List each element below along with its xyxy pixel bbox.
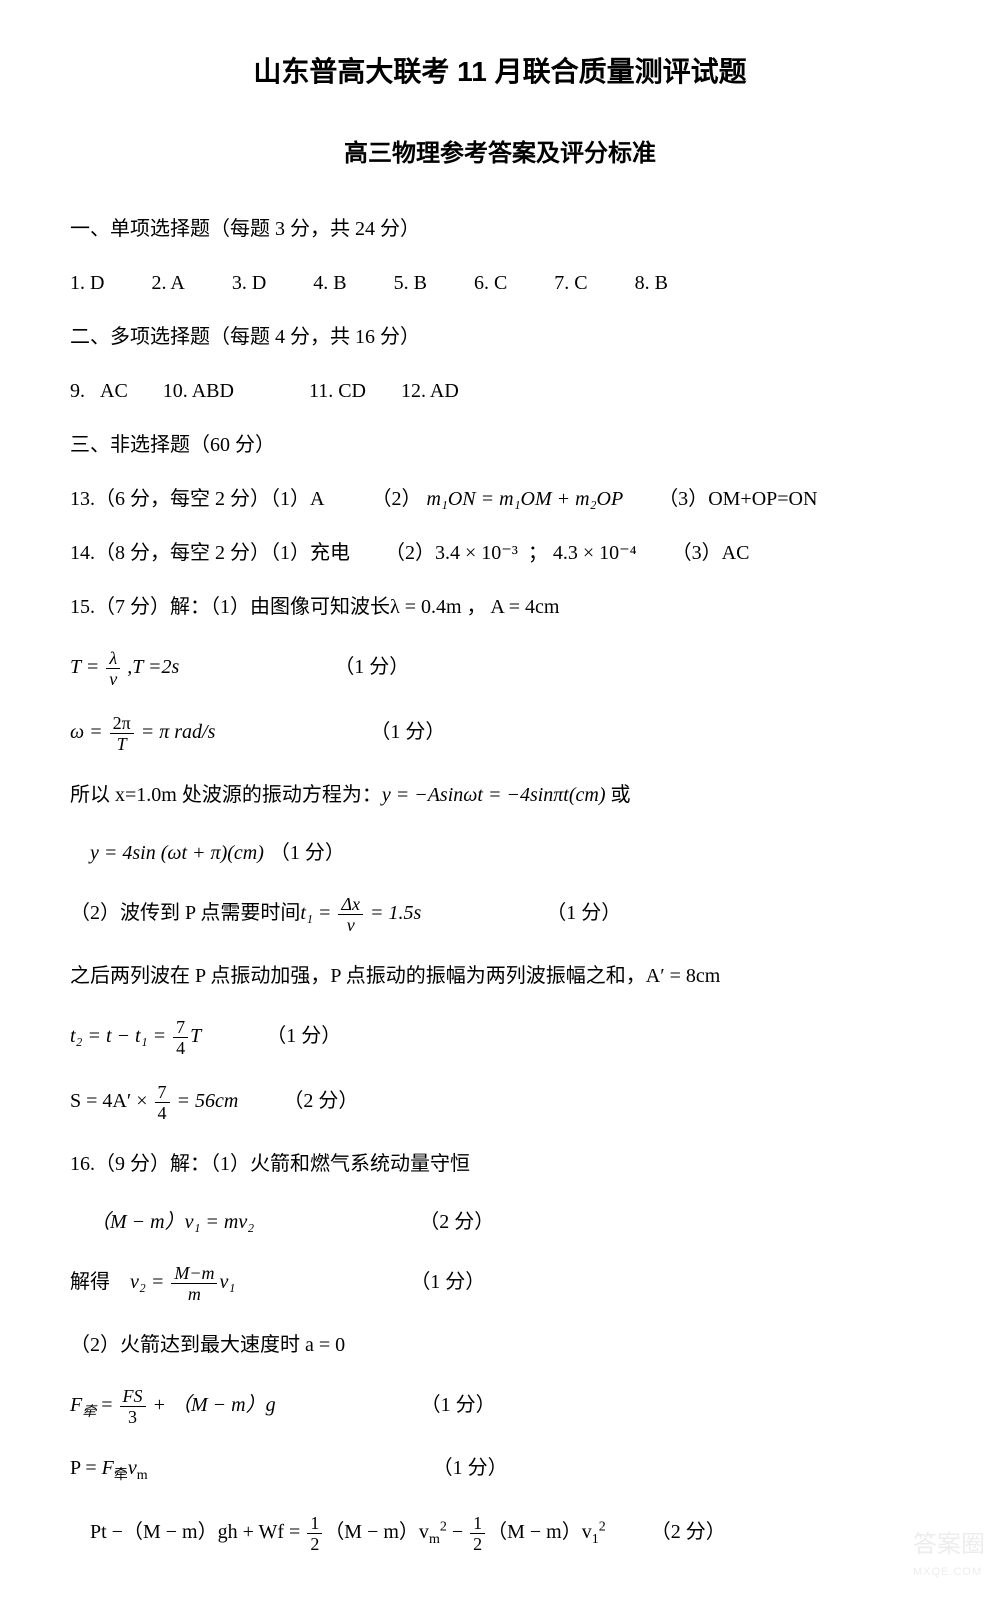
part1-answers: 1. D 2. A 3. D 4. B 5. B 6. C 7. C 8. B	[70, 267, 930, 299]
q14-line: 14.（8 分，每空 2 分）（1）充电 （2）3.4 × 10⁻³ ； 4.3…	[70, 537, 930, 569]
ans-7: 7. C	[554, 272, 587, 294]
q16-line1: 16.（9 分）解：（1）火箭和燃气系统动量守恒	[70, 1148, 930, 1180]
ans-6: 6. C	[474, 272, 507, 294]
ans-8: 8. B	[635, 272, 668, 294]
part2-answers: 9. AC 10. ABD 11. CD 12. AD	[70, 375, 930, 407]
q16-line3: 解得 v₂ = M−mmv₁ （1 分）	[70, 1264, 930, 1303]
q16-line5: F牵F牵 = = FS3 + （M − m）g （1 分）	[70, 1387, 930, 1426]
sub-title: 高三物理参考答案及评分标准	[70, 135, 930, 173]
ans-4: 4. B	[313, 272, 346, 294]
q15-line1: 15.（7 分）解：（1）由图像可知波长λ = 0.4m ， A = 4cm	[70, 591, 930, 623]
part1-header: 一、单项选择题（每题 3 分，共 24 分）	[70, 213, 930, 245]
ans-5: 5. B	[394, 272, 427, 294]
q15-line7: 之后两列波在 P 点振动加强，P 点振动的振幅为两列波振幅之和，A′ = 8cm	[70, 960, 930, 992]
ans-9: 9. AC	[70, 380, 128, 402]
q15-line9: S = 4A′ × 74 = 56cm （2 分）	[70, 1083, 930, 1122]
q15-line4: 所以 x=1.0m 处波源的振动方程为：y = −Asinωt = −4sinπ…	[70, 779, 930, 811]
main-title: 山东普高大联考 11 月联合质量测评试题	[70, 50, 930, 95]
q15-line3: ω = 2πT = π rad/s （1 分）	[70, 714, 930, 753]
ans-1: 1. D	[70, 272, 104, 294]
q16-line7: Pt −（M − m）gh + Wf = 12（M − m）vm2 − 12（M…	[70, 1514, 930, 1553]
ans-2: 2. A	[151, 272, 184, 294]
ans-3: 3. D	[232, 272, 266, 294]
q13-line: 13.（6 分，每空 2 分）（1）A （2） m₁ON = m₁OM + m₂…	[70, 483, 930, 515]
part3-header: 三、非选择题（60 分）	[70, 429, 930, 461]
ans-10: 10. ABD	[163, 380, 234, 402]
q15-line2: T = λv ,T =2s （1 分）	[70, 649, 930, 688]
ans-12: 12. AD	[401, 380, 459, 402]
q16-line6: P = F牵vmP = F牵vₘ （1 分）	[70, 1452, 930, 1487]
q16-line2: （M − m）v₁ = mv₂ （2 分）	[70, 1206, 930, 1238]
part2-header: 二、多项选择题（每题 4 分，共 16 分）	[70, 321, 930, 353]
q15-line6: （2）波传到 P 点需要时间t₁ = Δxv = 1.5s （1 分）	[70, 895, 930, 934]
q16-line4: （2）火箭达到最大速度时 a = 0	[70, 1329, 930, 1361]
ans-11: 11. CD	[309, 380, 366, 402]
q15-line8: t₂ = t − t₁ = 74T （1 分）	[70, 1018, 930, 1057]
q15-line5: y = 4sin (ωt + π)(cm)（1 分）	[70, 837, 930, 869]
